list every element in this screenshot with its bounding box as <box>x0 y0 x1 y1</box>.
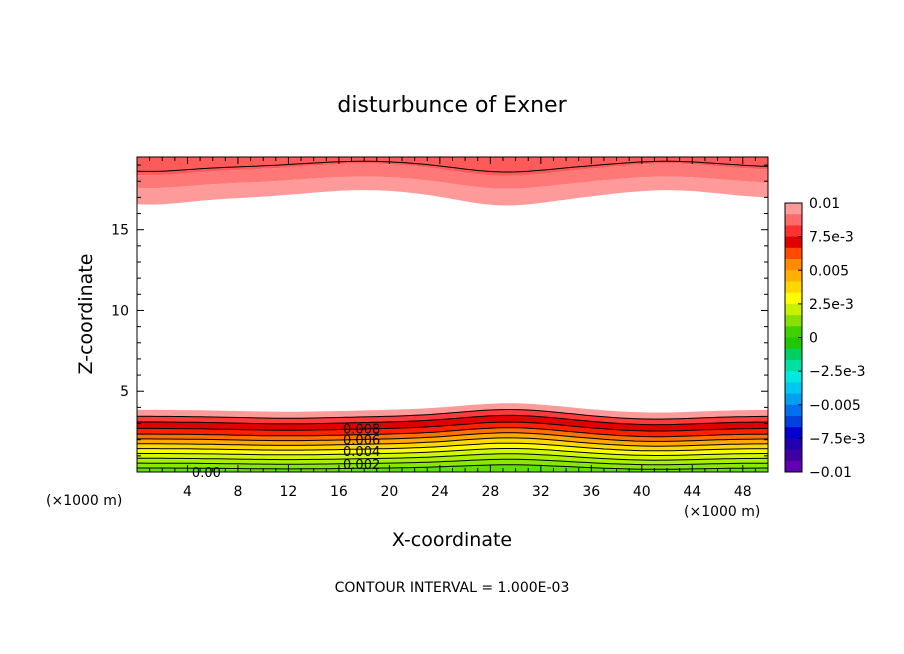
colorbar-swatch <box>785 259 802 271</box>
colorbar-swatch <box>785 337 802 350</box>
colorbar-swatch <box>785 348 802 361</box>
x-unit-left: (×1000 m) <box>46 493 122 509</box>
colorbar-swatch <box>785 270 802 282</box>
contour-band-lower <box>137 459 768 470</box>
contour-band-lower <box>137 427 768 442</box>
colorbar-label: 2.5e-3 <box>809 297 854 313</box>
contour-label: 0.004 <box>343 445 380 460</box>
colorbar-swatch <box>785 371 802 383</box>
contour-line-lower <box>137 442 768 452</box>
x-tick-label: 24 <box>431 484 449 500</box>
x-tick-label: 48 <box>734 484 752 500</box>
contour-band-lower <box>137 437 768 451</box>
contour-band-lower <box>137 432 768 447</box>
contour-line-lower <box>137 464 768 470</box>
colorbar-swatch <box>785 359 802 372</box>
colorbar <box>785 203 802 473</box>
contour-band-upper <box>137 163 768 189</box>
colorbar-labels: 0.01 7.5e-3 0.005 2.5e-3 0 −2.5e-3 −0.005 −7.5e… <box>798 196 866 481</box>
y-tick-label: 15 <box>111 223 129 239</box>
contour-band-lower <box>137 415 768 431</box>
contour-line-lower <box>136 448 768 456</box>
colorbar-label: 7.5e-3 <box>809 230 854 246</box>
colorbar-swatch <box>785 281 802 294</box>
x-tick-label: 36 <box>582 484 600 500</box>
colorbar-label: 0.01 <box>809 196 840 212</box>
colorbar-swatch <box>785 236 802 249</box>
x-unit-right: (×1000 m) <box>684 504 760 520</box>
colorbar-swatch <box>785 303 802 316</box>
contour-label: 0.00 <box>192 466 221 481</box>
colorbar-swatch <box>785 460 802 473</box>
contour-label: 0.008 <box>343 422 380 437</box>
colorbar-label: 0.005 <box>809 263 849 279</box>
colorbar-label: −0.005 <box>809 398 861 414</box>
colorbar-label: −7.5e-3 <box>809 431 866 447</box>
contour-fills <box>137 157 768 472</box>
colorbar-swatch <box>785 315 802 327</box>
x-axis-ticks: 4 8 12 16 20 24 28 32 36 40 44 48 <box>149 157 756 500</box>
y-tick-label: 5 <box>120 384 129 400</box>
colorbar-swatch <box>785 415 802 428</box>
chart-title: disturbunce of Exner <box>337 93 567 118</box>
x-tick-label: 16 <box>330 484 348 500</box>
colorbar-swatch <box>785 203 802 215</box>
contour-band-lower <box>137 443 768 456</box>
contour-lines <box>136 160 769 470</box>
x-tick-label: 32 <box>532 484 550 500</box>
contour-label: 0.006 <box>343 434 380 449</box>
contour-line-lower <box>137 458 768 466</box>
contour-line-lower <box>137 432 768 442</box>
contour-band-upper <box>137 157 768 176</box>
colorbar-swatch <box>785 427 802 439</box>
x-tick-label: 44 <box>683 484 701 500</box>
colorbar-swatch <box>785 247 802 260</box>
contour-line-lower <box>137 427 769 438</box>
contour-band-lower <box>137 448 768 461</box>
colorbar-swatch <box>785 214 802 226</box>
contour-line-lower <box>137 408 768 420</box>
contour-label: 0.002 <box>343 458 380 473</box>
colorbar-label: 0 <box>809 331 818 347</box>
contour-band-lower <box>137 453 768 465</box>
contour-line-lower <box>137 421 768 432</box>
x-tick-label: 4 <box>183 484 192 500</box>
contour-band-lower <box>137 422 768 437</box>
contour-line-lower <box>137 414 769 426</box>
colorbar-label: −2.5e-3 <box>809 364 866 380</box>
contour-line-lower <box>137 453 769 461</box>
colorbar-label: −0.01 <box>809 465 852 481</box>
colorbar-swatch <box>785 326 802 338</box>
y-axis-ticks: 5 10 15 <box>111 164 768 457</box>
y-tick-label: 10 <box>111 303 129 319</box>
colorbar-swatch <box>785 382 802 395</box>
x-tick-label: 12 <box>280 484 298 500</box>
contour-line-lower <box>137 437 769 447</box>
contour-band-lower <box>137 403 768 420</box>
contour-band-lower <box>137 409 768 425</box>
x-tick-label: 20 <box>380 484 398 500</box>
colorbar-swatch <box>785 393 802 406</box>
colorbar-swatch <box>785 225 802 238</box>
colorbar-swatch <box>785 292 802 305</box>
colorbar-swatch <box>785 449 802 462</box>
colorbar-swatch <box>785 438 802 451</box>
x-tick-label: 28 <box>481 484 499 500</box>
x-tick-label: 40 <box>633 484 651 500</box>
contour-band-upper <box>137 176 768 206</box>
contour-line-upper <box>136 160 769 173</box>
y-axis-label: Z-coordinate <box>75 254 97 375</box>
x-axis-label: X-coordinate <box>392 529 512 551</box>
contour-interval-footer: CONTOUR INTERVAL = 1.000E-03 <box>335 580 570 596</box>
x-tick-label: 8 <box>233 484 242 500</box>
colorbar-swatch <box>785 404 802 417</box>
